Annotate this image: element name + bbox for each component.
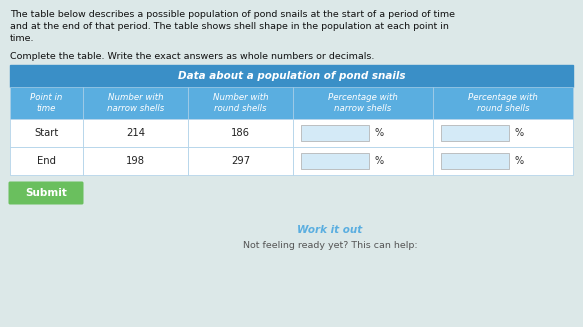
Text: The table below describes a possible population of pond snails at the start of a: The table below describes a possible pop… — [10, 10, 455, 19]
Text: 198: 198 — [126, 156, 145, 166]
Text: Percentage with
round shells: Percentage with round shells — [468, 93, 538, 113]
Bar — [83, 119, 188, 147]
Bar — [293, 147, 433, 175]
Text: %: % — [514, 128, 524, 138]
FancyBboxPatch shape — [9, 181, 83, 204]
Text: Percentage with
narrow shells: Percentage with narrow shells — [328, 93, 398, 113]
Bar — [293, 87, 433, 119]
Bar — [433, 119, 573, 147]
Text: 297: 297 — [231, 156, 250, 166]
Text: Start: Start — [34, 128, 59, 138]
Bar — [188, 87, 293, 119]
Text: Number with
narrow shells: Number with narrow shells — [107, 93, 164, 113]
Text: Complete the table. Write the exact answers as whole numbers or decimals.: Complete the table. Write the exact answ… — [10, 52, 374, 61]
Text: Number with
round shells: Number with round shells — [213, 93, 268, 113]
Bar — [83, 147, 188, 175]
Text: Work it out: Work it out — [297, 225, 363, 235]
Text: Data about a population of pond snails: Data about a population of pond snails — [178, 71, 405, 81]
Bar — [441, 125, 508, 141]
Text: and at the end of that period. The table shows shell shape in the population at : and at the end of that period. The table… — [10, 22, 449, 31]
Bar — [188, 147, 293, 175]
Text: Point in
time: Point in time — [30, 93, 63, 113]
Bar — [433, 87, 573, 119]
Bar — [301, 125, 368, 141]
Bar — [10, 147, 83, 175]
Bar — [10, 65, 573, 87]
Text: 186: 186 — [231, 128, 250, 138]
Text: %: % — [374, 128, 384, 138]
Text: 214: 214 — [126, 128, 145, 138]
Text: %: % — [374, 156, 384, 166]
Bar — [83, 87, 188, 119]
Text: Not feeling ready yet? This can help:: Not feeling ready yet? This can help: — [243, 241, 417, 250]
Text: %: % — [514, 156, 524, 166]
Bar — [10, 87, 83, 119]
Text: Submit: Submit — [25, 188, 67, 198]
Bar — [293, 119, 433, 147]
Bar — [301, 153, 368, 169]
Text: End: End — [37, 156, 56, 166]
Bar — [10, 119, 83, 147]
Bar — [441, 153, 508, 169]
Text: time.: time. — [10, 34, 34, 43]
Bar — [433, 147, 573, 175]
Bar — [188, 119, 293, 147]
